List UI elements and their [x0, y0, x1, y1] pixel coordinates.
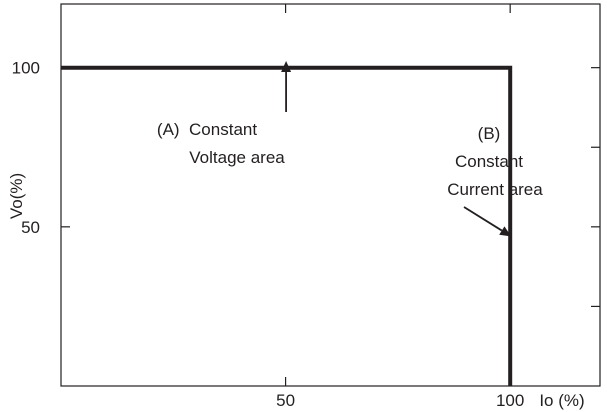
- arrow-a: [281, 61, 292, 112]
- x-tick-label-0: 50: [276, 391, 295, 410]
- x-axis-label: Io (%): [539, 391, 584, 410]
- annotation-a-line-1: (A) Constant: [157, 120, 257, 139]
- arrow-b: [463, 206, 512, 237]
- x-tick-label-1: 100: [496, 391, 524, 410]
- annotation-b-line-1: (B): [478, 124, 501, 143]
- annotation-b-line-3: Current area: [447, 180, 543, 199]
- y-tick-label-1: 100: [12, 59, 40, 78]
- plot-frame: [60, 3, 601, 387]
- arrow-b-shaft: [463, 206, 503, 232]
- annotation-b-line-2: Constant: [455, 152, 523, 171]
- y-axis-label: Vo(%): [7, 173, 26, 219]
- annotation-arrows: [281, 61, 512, 237]
- annotation-a-line-2: Voltage area: [189, 148, 285, 167]
- series-line: [61, 65, 513, 386]
- arrow-b-head: [499, 226, 512, 237]
- tick-labels: 50 100 50 100: [12, 59, 525, 410]
- y-tick-label-0: 50: [21, 218, 40, 237]
- arrow-a-head: [281, 61, 292, 72]
